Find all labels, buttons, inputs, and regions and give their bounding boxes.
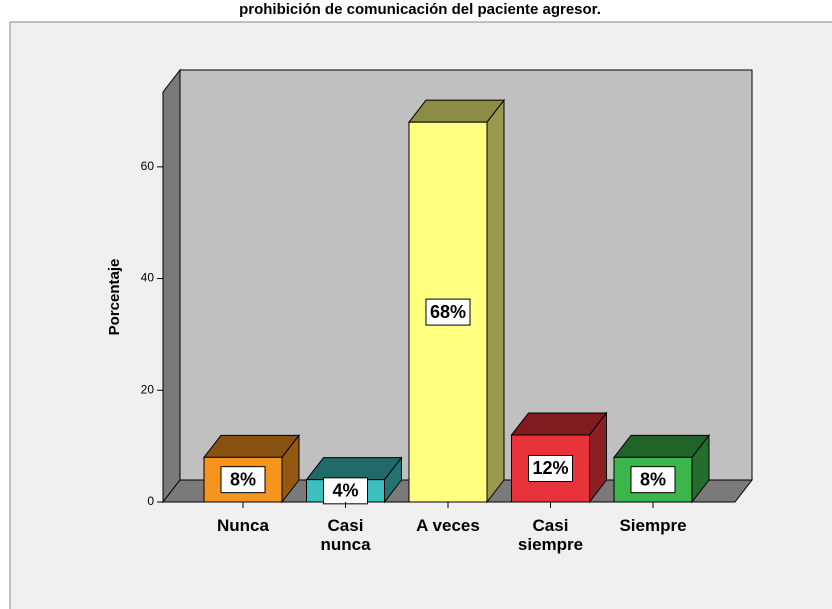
chart-title: prohibición de comunicación del paciente… xyxy=(239,1,601,18)
value-label-box xyxy=(220,466,266,494)
y-tick-label: 20 xyxy=(141,382,155,396)
bar-side xyxy=(486,98,505,504)
value-label: 8% xyxy=(230,469,256,489)
x-tick-label: Casi nunca xyxy=(320,516,371,554)
side-wall xyxy=(162,68,181,504)
y-axis-label: Porcentaje xyxy=(106,259,123,336)
value-label-box xyxy=(425,298,471,326)
value-label-box xyxy=(528,454,573,482)
value-label: 4% xyxy=(332,481,358,501)
x-tick-label: Casi siempre xyxy=(517,516,584,554)
value-label: 68% xyxy=(430,302,466,322)
value-label: 12% xyxy=(532,458,568,478)
bar xyxy=(612,433,711,504)
bar xyxy=(202,433,301,504)
value-label-box xyxy=(630,466,676,494)
value-label: 8% xyxy=(640,469,666,489)
y-tick-label: 60 xyxy=(141,159,155,173)
x-tick-label: Siempre xyxy=(619,516,687,535)
value-label-box xyxy=(323,477,368,505)
x-tick-label: A veces xyxy=(416,516,480,535)
y-tick-label: 0 xyxy=(147,494,154,508)
x-tick-label: Nunca xyxy=(217,516,269,535)
y-tick-label: 40 xyxy=(141,271,155,285)
